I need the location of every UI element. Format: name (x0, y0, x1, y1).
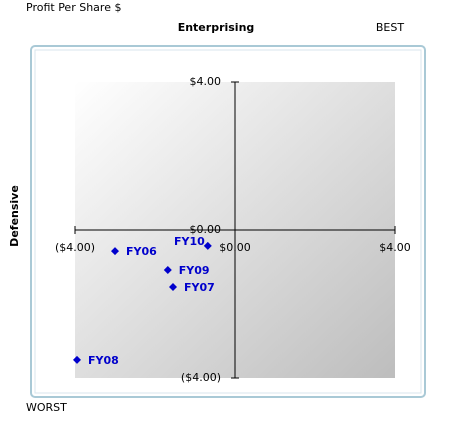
top-label: Enterprising (178, 21, 255, 34)
point-label: FY10 (174, 235, 205, 248)
frame-inner (34, 49, 422, 394)
point-label: FY06 (126, 245, 157, 258)
y-tick-label: ($4.00) (181, 371, 221, 384)
y-axis-label: Defensive (8, 185, 21, 247)
point (73, 355, 81, 364)
x-tick-label: $4.00 (379, 241, 411, 254)
chart-title: Profit Per Share $ (26, 1, 121, 14)
point (111, 247, 119, 256)
point-label: FY09 (179, 264, 210, 277)
corner-label: BEST (376, 21, 404, 34)
x-tick-label: $0.00 (219, 241, 251, 254)
point-label: FY08 (88, 354, 119, 367)
point-label: FY07 (184, 281, 215, 294)
point (203, 241, 212, 250)
y-tick-label: $0.00 (190, 223, 222, 236)
point (163, 265, 172, 274)
y-tick-label: $4.00 (190, 75, 222, 88)
corner-label: WORST (26, 401, 67, 414)
x-tick-label: ($4.00) (55, 241, 95, 254)
point (169, 282, 177, 291)
